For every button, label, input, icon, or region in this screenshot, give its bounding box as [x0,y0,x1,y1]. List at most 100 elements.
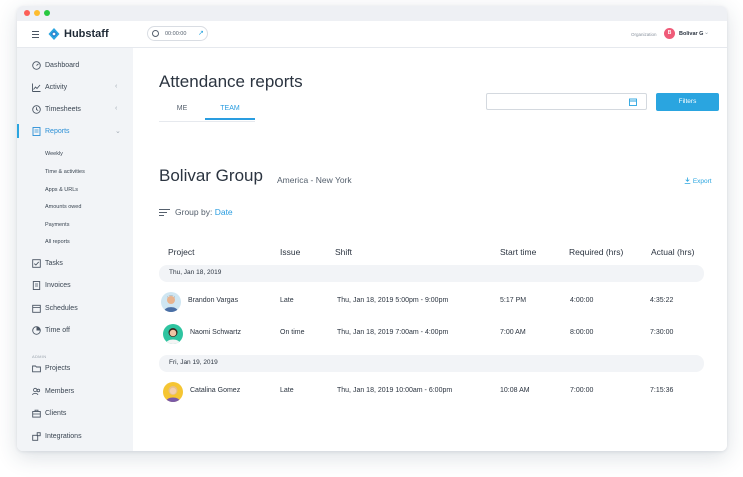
sidebar-item-label: Dashboard [45,62,80,69]
avatar [163,382,183,402]
required-cell: 4:00:00 [570,297,594,304]
clock-icon [32,105,41,114]
tabs-divider [159,121,255,122]
start-time-cell: 10:08 AM [500,387,530,394]
hubstaff-logo-icon [48,28,60,40]
column-header-shift[interactable]: Shift [335,247,353,257]
sidebar-subitem-payments[interactable]: Payments [45,222,70,228]
download-icon [684,177,691,184]
sidebar-item-label: Projects [45,365,71,372]
start-time-cell: 7:00 AM [500,329,526,336]
actual-cell: 7:15:36 [650,387,674,394]
sidebar-subitem-time-activities[interactable]: Time & activities [45,169,85,175]
sidebar-item-label: Reports [45,128,70,135]
integrations-icon [32,432,41,441]
actual-cell: 4:35:22 [650,297,674,304]
sidebar-item-schedules[interactable]: Schedules [17,301,133,319]
avatar [161,292,181,312]
group-by-value[interactable]: Date [214,207,233,217]
organization-name[interactable]: Bolivar G [679,31,704,37]
date-range-input[interactable] [486,93,647,110]
sidebar-item-projects[interactable]: Projects [17,361,133,379]
sidebar-item-label: Clients [45,410,67,417]
date-group-header: Fri, Jan 19, 2019 [159,355,704,372]
checkbox-icon [32,259,41,268]
sidebar-item-label: Schedules [45,305,78,312]
date-group-label: Fri, Jan 19, 2019 [169,359,218,366]
organization-avatar[interactable]: B [664,28,675,39]
organization-label: Organization [631,32,657,37]
member-name[interactable]: Catalina Gomez [190,387,241,394]
sidebar-item-label: Invoices [45,282,71,289]
sidebar-item-activity[interactable]: Activity ‹ [17,80,133,98]
issue-cell: Late [280,387,294,394]
column-header-project[interactable]: Project [168,247,195,257]
actual-cell: 7:30:00 [650,329,674,336]
member-name[interactable]: Brandon Vargas [188,297,239,304]
date-group-label: Thu, Jan 18, 2019 [169,269,222,276]
activity-icon [32,83,41,92]
members-icon [32,387,41,396]
sidebar-item-label: Tasks [45,260,63,267]
column-header-actual[interactable]: Actual (hrs) [651,247,695,257]
sidebar-item-timesheets[interactable]: Timesheets ‹ [17,102,133,120]
column-header-required[interactable]: Required (hrs) [569,247,624,257]
open-timer-icon[interactable]: ↗ [198,30,204,37]
sidebar-item-reports[interactable]: Reports ⌄ [17,124,133,142]
sidebar: Dashboard Activity ‹ Timesheets ‹ Report… [17,48,133,451]
tab-team[interactable]: TEAM [205,98,255,120]
group-name: Bolivar Group [159,166,263,185]
start-time-cell: 5:17 PM [500,297,527,304]
window-titlebar [17,6,727,21]
calendar-icon[interactable] [629,98,637,106]
member-name[interactable]: Naomi Schwartz [190,329,241,336]
sidebar-item-dashboard[interactable]: Dashboard [17,58,133,76]
close-window-dot[interactable] [24,10,30,16]
avatar [163,324,183,344]
sidebar-subitem-apps-urls[interactable]: Apps & URLs [45,187,79,193]
sidebar-item-integrations[interactable]: Integrations [17,429,133,447]
minimize-window-dot[interactable] [34,10,40,16]
sidebar-item-time-off[interactable]: Time off [17,323,133,341]
export-link[interactable]: Export [684,177,712,185]
shift-cell: Thu, Jan 18, 2019 10:00am - 6:00pm [337,387,453,394]
brand-name: Hubstaff [64,28,109,40]
chevron-left-icon: ‹ [115,105,118,112]
sidebar-subitem-amounts-owed[interactable]: Amounts owed [45,204,82,210]
briefcase-icon [32,409,41,418]
sidebar-subitem-weekly[interactable]: Weekly [45,151,63,157]
shift-cell: Thu, Jan 18, 2019 5:00pm - 9:00pm [337,297,449,304]
main-content: Attendance reports ME TEAM Filters Boliv… [133,48,727,451]
menu-icon[interactable] [32,31,39,38]
chevron-down-icon: ⌄ [115,128,121,135]
timer-clock-icon [152,30,159,37]
column-header-start-time[interactable]: Start time [500,247,537,257]
page-title: Attendance reports [159,72,303,91]
sidebar-item-members[interactable]: Members [17,384,133,402]
sidebar-subitem-all-reports[interactable]: All reports [45,239,70,245]
maximize-window-dot[interactable] [44,10,50,16]
sidebar-item-tasks[interactable]: Tasks [17,256,133,274]
sidebar-item-label: Members [45,388,75,395]
app-window: Hubstaff 00:00:00 ↗ Organization B Boliv… [17,6,727,451]
group-timezone: America - New York [277,175,352,185]
calendar-icon [32,304,41,313]
invoice-icon [32,281,41,290]
sidebar-item-clients[interactable]: Clients [17,406,133,424]
required-cell: 7:00:00 [570,387,594,394]
issue-cell: On time [280,329,305,336]
sidebar-item-invoices[interactable]: Invoices [17,278,133,296]
sidebar-item-label: Activity [45,84,68,91]
timer-widget[interactable]: 00:00:00 ↗ [147,26,208,41]
tab-me[interactable]: ME [176,105,188,112]
filters-button[interactable]: Filters [656,93,719,111]
shift-cell: Thu, Jan 18, 2019 7:00am - 4:00pm [337,329,449,336]
issue-cell: Late [280,297,294,304]
timer-value: 00:00:00 [165,31,187,37]
sidebar-item-label: Timesheets [45,106,81,113]
column-header-issue[interactable]: Issue [280,247,301,257]
sidebar-item-label: Integrations [45,433,82,440]
chevron-down-icon[interactable]: ⌄ [704,30,710,36]
required-cell: 8:00:00 [570,329,594,336]
export-label: Export [692,178,712,185]
